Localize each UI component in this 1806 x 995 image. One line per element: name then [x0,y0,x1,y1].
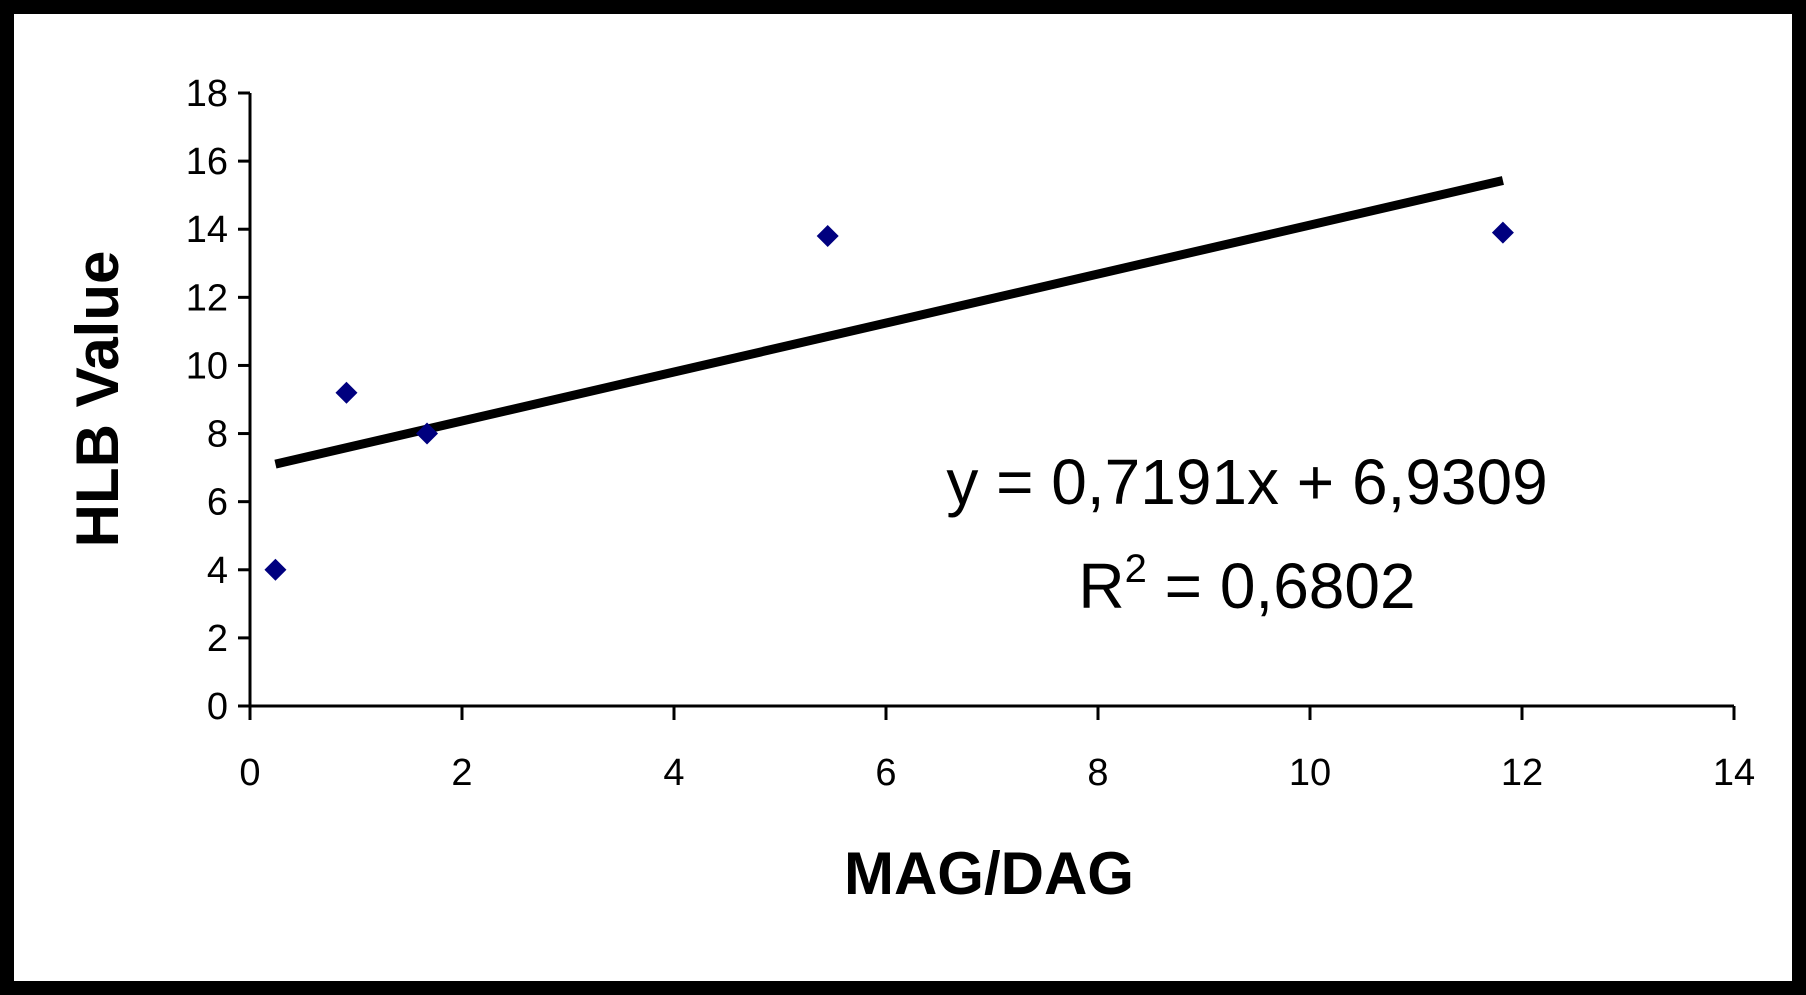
data-points [264,221,1514,581]
data-point-diamond [816,225,839,248]
r-squared-value: = 0,6802 [1147,550,1416,622]
y-tick-label: 0 [207,686,228,728]
data-point-diamond [335,381,358,404]
x-tick-label: 0 [239,752,260,794]
trendline [274,176,1504,469]
y-tick-label: 8 [207,414,228,456]
axes [238,91,1736,720]
y-tick-label: 18 [186,73,228,115]
x-tick-label: 8 [1087,752,1108,794]
data-point-diamond [416,422,439,445]
x-tick-label: 6 [875,752,896,794]
x-tick-label: 2 [451,752,472,794]
x-tick-label: 4 [663,752,684,794]
y-tick-label: 4 [207,550,228,592]
y-tick-label: 16 [186,141,228,183]
y-tick-label: 12 [186,277,228,319]
data-point-diamond [1491,221,1514,244]
trendline-equation: y = 0,7191x + 6,9309 [946,446,1547,518]
r-squared-prefix: R [1078,550,1124,622]
y-tick-label: 14 [186,209,228,251]
y-tick-label: 6 [207,482,228,524]
scatter-chart: 0 2 4 6 8 10 12 14 16 18 0 2 4 6 8 10 12 14 HLB Value MAG… [64,73,1755,907]
data-point-diamond [264,558,287,581]
x-tick-label: 14 [1713,752,1755,794]
trendline-layer [274,176,1504,469]
chart-area: 0 2 4 6 8 10 12 14 16 18 0 2 4 6 8 10 12 14 HLB Value MAG… [14,14,1792,981]
x-tick-label: 12 [1501,752,1543,794]
r-squared-superscript: 2 [1125,547,1147,591]
x-tick-label: 10 [1289,752,1331,794]
tick-labels: 0 2 4 6 8 10 12 14 16 18 0 2 4 6 8 10 12 14 [186,73,1755,794]
y-axis-title: HLB Value [64,251,131,548]
y-tick-label: 2 [207,618,228,660]
y-tick-label: 10 [186,345,228,387]
x-axis-title: MAG/DAG [844,840,1134,907]
r-squared-label: R2 = 0,6802 [1078,547,1415,622]
